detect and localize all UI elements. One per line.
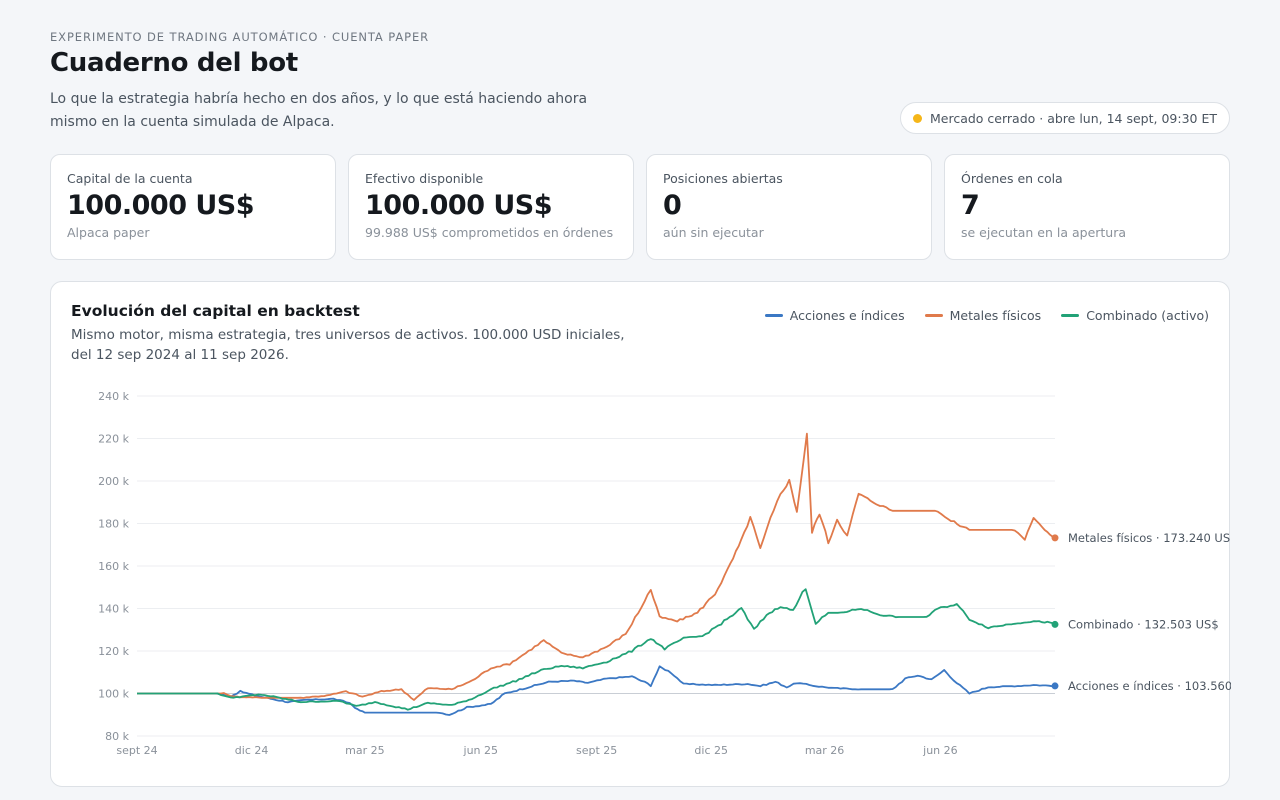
y-tick-label: 240 k: [98, 390, 129, 403]
card-label: Órdenes en cola: [961, 171, 1063, 186]
series-line: [137, 665, 1056, 716]
x-tick-label: mar 26: [805, 744, 844, 757]
page-title: Cuaderno del bot: [50, 48, 298, 78]
series-end-label: Combinado · 132.503 US$: [1068, 617, 1219, 631]
x-tick-label: jun 25: [463, 744, 499, 757]
series-end-label: Metales físicos · 173.240 US$: [1068, 531, 1231, 545]
y-tick-label: 100 k: [98, 688, 129, 701]
legend-label: Combinado (activo): [1086, 308, 1209, 323]
chart-title: Evolución del capital en backtest: [71, 302, 360, 320]
legend-label: Acciones e índices: [789, 308, 905, 323]
series-endpoint: [1051, 534, 1059, 542]
x-tick-label: sept 25: [576, 744, 617, 757]
card-label: Efectivo disponible: [365, 171, 484, 186]
card-value: 0: [663, 190, 682, 221]
series-endpoint: [1051, 682, 1059, 690]
y-tick-label: 220 k: [98, 433, 129, 446]
y-tick-label: 140 k: [98, 603, 129, 616]
card-available-cash: Efectivo disponible 100.000 US$ 99.988 U…: [348, 154, 634, 260]
card-sub: 99.988 US$ comprometidos en órdenes: [365, 225, 614, 240]
page-intro: Lo que la estrategia habría hecho en dos…: [50, 91, 588, 130]
legend-swatch: [1061, 314, 1080, 317]
y-tick-label: 120 k: [98, 645, 129, 658]
y-tick-label: 180 k: [98, 518, 129, 531]
x-tick-label: mar 25: [345, 744, 384, 757]
series-end-label: Acciones e índices · 103.560 US$: [1068, 679, 1231, 693]
status-dot-icon: [913, 113, 922, 123]
y-tick-label: 160 k: [98, 560, 129, 573]
legend-item-stocks[interactable]: Acciones e índices: [764, 308, 905, 323]
x-tick-label: jun 26: [922, 744, 958, 757]
card-value: 100.000 US$: [67, 190, 255, 221]
chart-subtitle: Mismo motor, misma estrategia, tres univ…: [71, 327, 625, 363]
y-tick-label: 80 k: [105, 730, 129, 743]
card-queued-orders: Órdenes en cola 7 se ejecutan en la aper…: [944, 154, 1230, 260]
series-line: [137, 588, 1056, 711]
x-tick-label: dic 24: [235, 744, 269, 757]
page-eyebrow: EXPERIMENTO DE TRADING AUTOMÁTICO · CUEN…: [50, 30, 430, 44]
legend-swatch: [764, 314, 783, 317]
series-endpoint: [1051, 620, 1059, 628]
market-status-text: Mercado cerrado · abre lun, 14 sept, 09:…: [930, 110, 1217, 126]
legend-label: Metales físicos: [949, 308, 1042, 323]
x-tick-label: sept 24: [116, 744, 157, 757]
card-account-equity: Capital de la cuenta 100.000 US$ Alpaca …: [50, 154, 336, 260]
legend-item-metals[interactable]: Metales físicos: [924, 308, 1042, 323]
y-tick-label: 200 k: [98, 475, 129, 488]
market-status-badge: Mercado cerrado · abre lun, 14 sept, 09:…: [900, 102, 1230, 134]
card-label: Posiciones abiertas: [663, 171, 783, 186]
card-label: Capital de la cuenta: [67, 171, 193, 186]
x-tick-label: dic 25: [694, 744, 728, 757]
legend-item-combined[interactable]: Combinado (activo): [1061, 308, 1209, 323]
card-value: 7: [961, 190, 980, 221]
card-value: 100.000 US$: [365, 190, 553, 221]
series-line: [137, 432, 1056, 701]
backtest-chart-panel: 80 k 100 k 120 k 140 k 160 k 180 k 200 k 220 k 2…: [50, 281, 1231, 787]
legend-swatch: [924, 314, 943, 317]
card-open-positions: Posiciones abiertas 0 aún sin ejecutar: [646, 154, 932, 260]
equity-chart: 80 k 100 k 120 k 140 k 160 k 180 k 200 k 220 k 2…: [98, 390, 1231, 757]
card-sub: aún sin ejecutar: [663, 225, 764, 240]
card-sub: Alpaca paper: [67, 225, 150, 240]
card-sub: se ejecutan en la apertura: [961, 225, 1127, 240]
summary-cards: Capital de la cuenta 100.000 US$ Alpaca …: [50, 154, 1230, 260]
chart-legend: Acciones e índices Metales físicos Combi…: [764, 308, 1209, 323]
